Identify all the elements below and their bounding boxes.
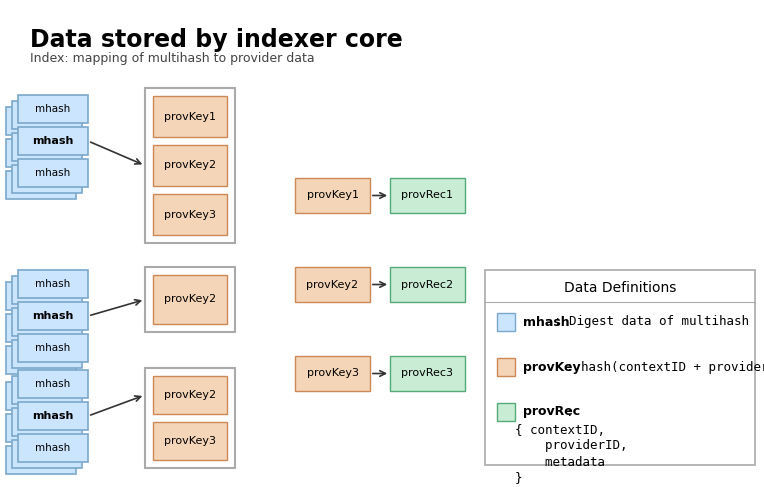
Bar [18, 302, 88, 330]
Text: Data Definitions: Data Definitions [564, 281, 676, 295]
Text: providerID,: providerID, [515, 439, 627, 452]
Bar [12, 101, 82, 129]
Bar [6, 346, 76, 374]
Bar [12, 276, 82, 304]
Text: }: } [515, 471, 523, 485]
Text: provKey2: provKey2 [164, 295, 216, 304]
Text: provKey: provKey [523, 360, 581, 374]
Text: Index: mapping of multihash to provider data: Index: mapping of multihash to provider … [30, 52, 315, 65]
Text: provKey1: provKey1 [164, 112, 216, 121]
Text: :: : [566, 406, 574, 418]
Bar [497, 403, 515, 421]
Bar [6, 382, 76, 410]
Bar [18, 270, 88, 298]
Bar [295, 267, 370, 302]
Text: mhash: mhash [35, 443, 70, 453]
Bar [12, 440, 82, 468]
Text: provRec: provRec [523, 406, 580, 418]
Text: { contextID,: { contextID, [515, 424, 605, 436]
Bar [485, 270, 755, 465]
Text: mhash: mhash [35, 104, 70, 114]
Bar [12, 376, 82, 404]
Bar [153, 96, 227, 137]
Bar [18, 370, 88, 398]
Bar [6, 139, 76, 167]
Bar [295, 178, 370, 213]
Bar [497, 358, 515, 376]
Bar [390, 267, 465, 302]
Bar [153, 376, 227, 414]
Bar [6, 414, 76, 442]
Bar [6, 282, 76, 310]
Bar [12, 133, 82, 161]
Text: mhash: mhash [35, 343, 70, 353]
Text: mhash: mhash [35, 379, 70, 389]
Bar [12, 408, 82, 436]
Bar [18, 402, 88, 430]
Bar [18, 95, 88, 123]
Bar [390, 178, 465, 213]
Bar [12, 340, 82, 368]
Bar [6, 171, 76, 199]
Bar [145, 88, 235, 243]
Bar [18, 127, 88, 155]
Text: provKey3: provKey3 [164, 436, 216, 446]
Text: : Digest data of multihash: : Digest data of multihash [554, 316, 749, 329]
Bar [390, 356, 465, 391]
Bar [153, 275, 227, 324]
Bar [153, 422, 227, 460]
Bar [18, 334, 88, 362]
Bar [18, 159, 88, 187]
Text: mhash: mhash [523, 316, 570, 329]
Text: provKey2: provKey2 [164, 161, 216, 170]
Bar [295, 356, 370, 391]
Text: mhash: mhash [32, 311, 73, 321]
Bar [6, 446, 76, 474]
Bar [153, 145, 227, 186]
Text: mhash: mhash [35, 168, 70, 178]
Text: mhash: mhash [35, 279, 70, 289]
Text: mhash: mhash [32, 411, 73, 421]
Text: provRec2: provRec2 [401, 280, 454, 289]
Text: provRec1: provRec1 [402, 190, 454, 201]
Text: provKey2: provKey2 [164, 390, 216, 400]
Text: : hash(contextID + providerID): : hash(contextID + providerID) [566, 360, 764, 374]
Bar [145, 368, 235, 468]
Text: provKey3: provKey3 [306, 369, 358, 378]
Bar [153, 194, 227, 235]
Bar [497, 313, 515, 331]
Text: provKey3: provKey3 [164, 209, 216, 220]
Text: metadata: metadata [515, 455, 605, 468]
Bar [12, 308, 82, 336]
Bar [6, 314, 76, 342]
Bar [18, 434, 88, 462]
Text: Data stored by indexer core: Data stored by indexer core [30, 28, 403, 52]
Text: mhash: mhash [32, 136, 73, 146]
Text: provKey1: provKey1 [306, 190, 358, 201]
Bar [6, 107, 76, 135]
Text: provKey2: provKey2 [306, 280, 358, 289]
Text: provRec3: provRec3 [402, 369, 454, 378]
Bar [12, 165, 82, 193]
Bar [145, 267, 235, 332]
